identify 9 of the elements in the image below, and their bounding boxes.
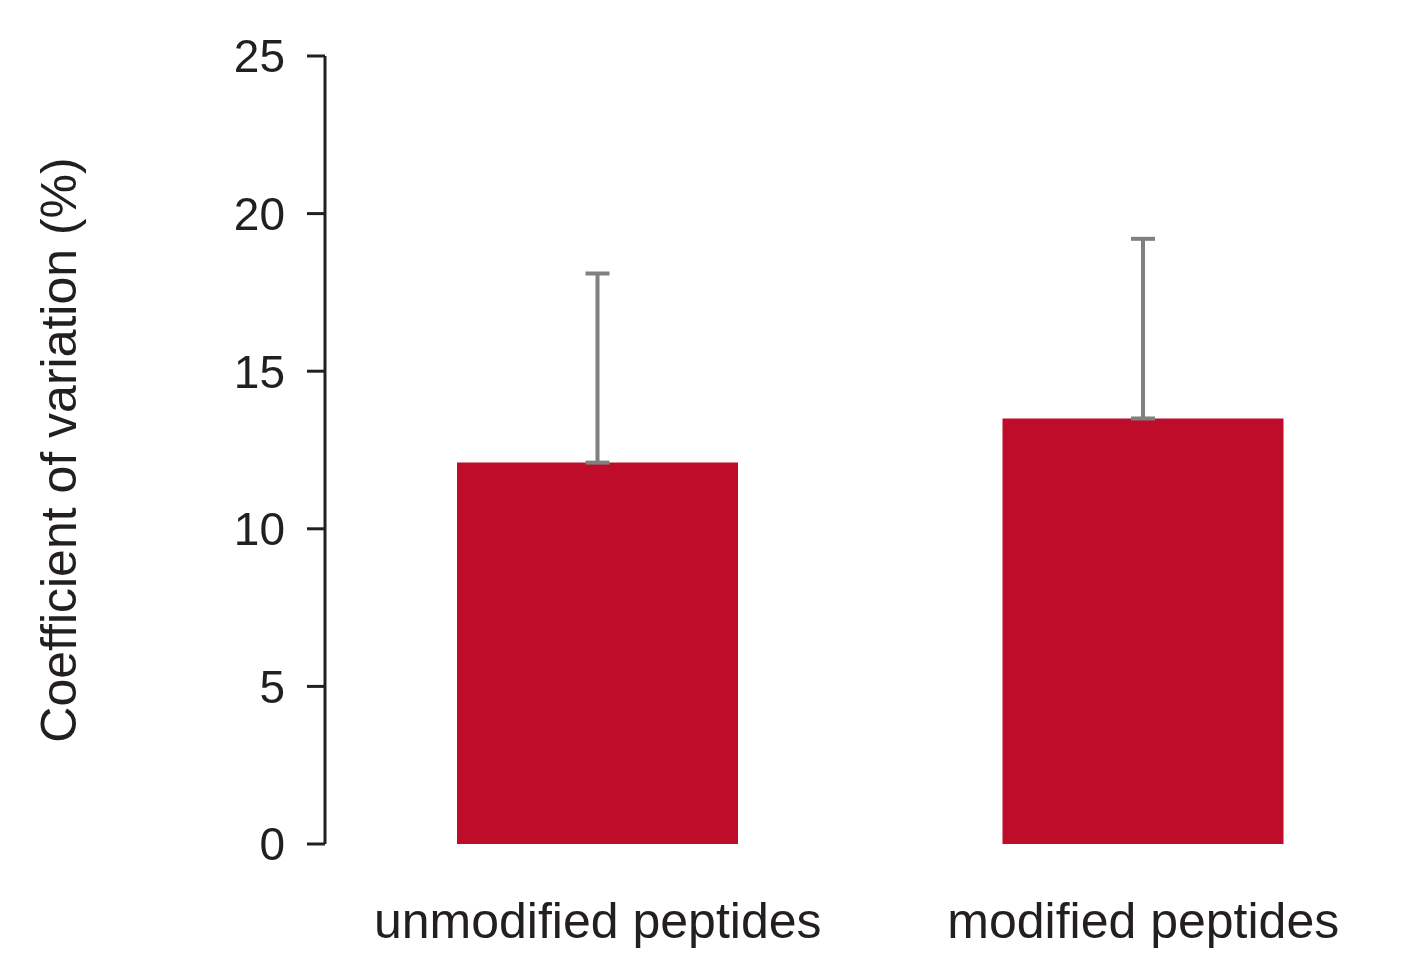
y-tick-label: 5 xyxy=(259,660,285,713)
y-tick-label: 25 xyxy=(233,30,285,83)
y-tick-label: 15 xyxy=(233,345,285,398)
y-tick-label: 20 xyxy=(233,187,285,240)
x-tick-label: unmodified peptides xyxy=(373,892,822,949)
y-tick-label: 10 xyxy=(233,503,285,556)
x-tick-label: modified peptides xyxy=(947,892,1340,949)
y-axis-title: Coefficient of variation (%) xyxy=(30,157,87,743)
y-tick-label: 0 xyxy=(259,818,285,871)
